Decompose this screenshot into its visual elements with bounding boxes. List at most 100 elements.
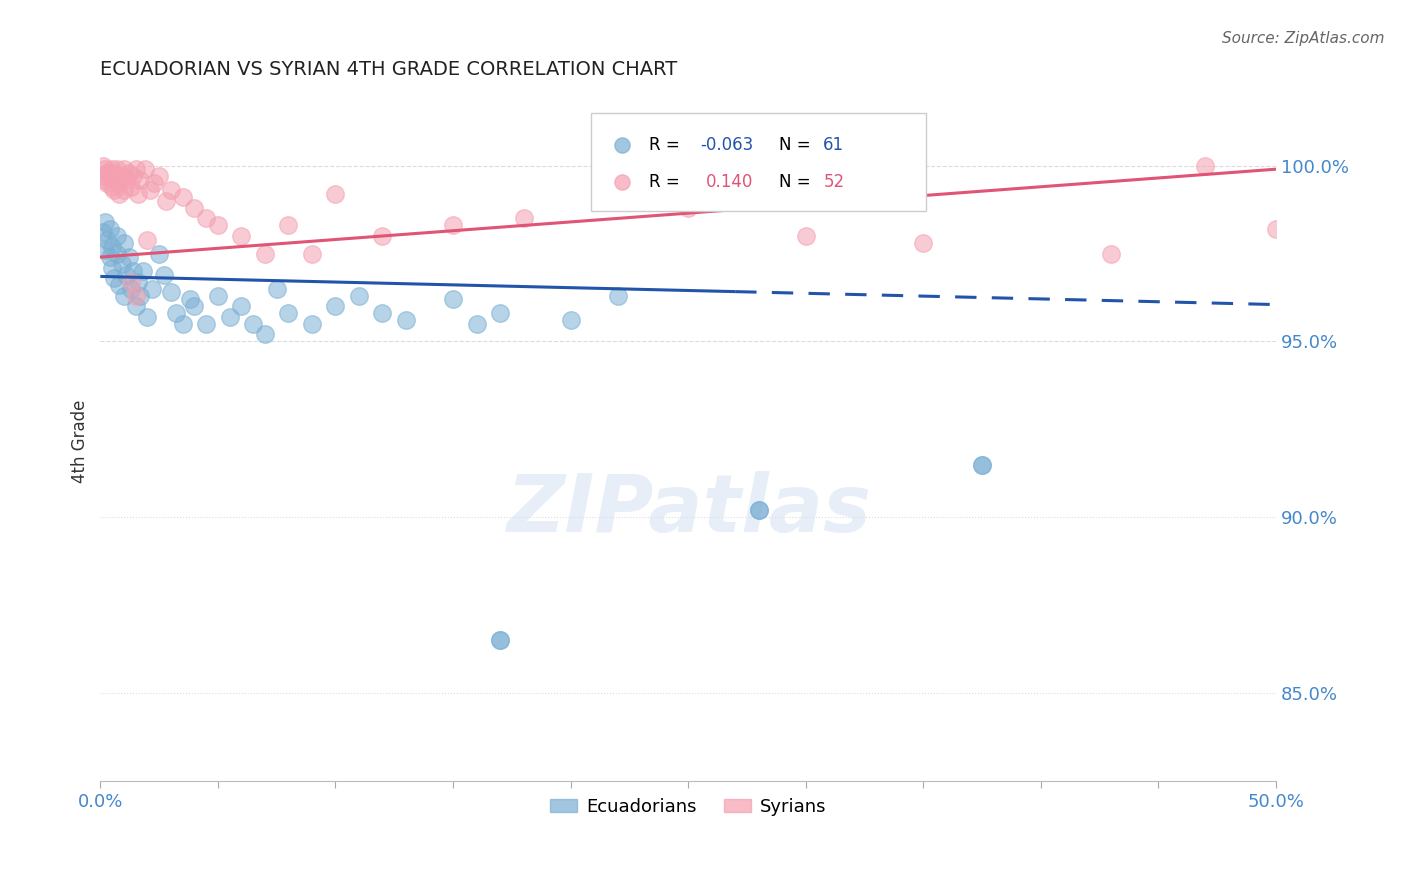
Point [207, 289, 229, 303]
Point [112, 289, 135, 303]
Point [277, 219, 299, 233]
Point [231, 229, 253, 244]
Point [120, 179, 142, 194]
Point [98, 169, 121, 184]
Point [242, 317, 264, 331]
Point [606, 289, 628, 303]
Point [195, 211, 218, 226]
Point [489, 306, 512, 320]
Point [108, 278, 131, 293]
Point [96, 166, 118, 180]
Point [325, 299, 347, 313]
Point [112, 235, 135, 250]
Point [371, 306, 394, 320]
Point [153, 268, 176, 282]
Point [218, 310, 240, 324]
Point [129, 289, 152, 303]
Point [301, 317, 323, 331]
FancyBboxPatch shape [591, 112, 925, 211]
Point [127, 186, 149, 201]
Point [124, 299, 146, 313]
Point [465, 317, 488, 331]
Point [96, 176, 118, 190]
Point [195, 317, 218, 331]
Point [115, 172, 138, 186]
Point [136, 310, 159, 324]
Point [970, 458, 993, 472]
Point [117, 250, 139, 264]
Point [395, 313, 418, 327]
Point [94, 162, 117, 177]
Text: ECUADORIAN VS SYRIAN 4TH GRADE CORRELATION CHART: ECUADORIAN VS SYRIAN 4TH GRADE CORRELATI… [100, 60, 678, 78]
Text: R =: R = [650, 173, 685, 191]
Point [441, 293, 464, 307]
Text: 52: 52 [824, 173, 845, 191]
Point [141, 282, 163, 296]
Point [115, 268, 138, 282]
Point [148, 169, 170, 184]
Point [98, 250, 121, 264]
Point [103, 183, 125, 197]
Point [912, 235, 935, 250]
Point [165, 306, 187, 320]
Point [266, 282, 288, 296]
Point [112, 162, 135, 177]
Point [120, 282, 142, 296]
Text: N =: N = [779, 136, 815, 154]
Y-axis label: 4th Grade: 4th Grade [72, 400, 89, 483]
Point [134, 162, 156, 177]
Point [748, 503, 770, 517]
Point [371, 229, 394, 244]
Point [101, 239, 124, 253]
Point [108, 176, 131, 190]
Text: Source: ZipAtlas.com: Source: ZipAtlas.com [1222, 31, 1385, 46]
Point [101, 162, 124, 177]
Point [160, 285, 183, 300]
Text: 61: 61 [824, 136, 845, 154]
Point [105, 172, 128, 186]
Point [1194, 159, 1216, 173]
Point [120, 275, 142, 289]
Text: -0.063: -0.063 [700, 136, 754, 154]
Point [179, 293, 201, 307]
Point [172, 190, 194, 204]
Point [94, 215, 117, 229]
Point [136, 233, 159, 247]
Point [748, 503, 770, 517]
Point [105, 246, 128, 260]
Point [103, 166, 125, 180]
Point [183, 299, 205, 313]
Point [131, 264, 153, 278]
Point [560, 313, 582, 327]
Point [138, 183, 160, 197]
Point [105, 162, 128, 177]
Point [101, 260, 124, 275]
Point [277, 306, 299, 320]
Point [253, 246, 276, 260]
Point [325, 186, 347, 201]
Point [124, 289, 146, 303]
Point [207, 219, 229, 233]
Point [122, 264, 145, 278]
Point [110, 257, 132, 271]
Point [91, 159, 114, 173]
Point [148, 246, 170, 260]
Point [127, 275, 149, 289]
Point [143, 176, 166, 190]
Point [117, 166, 139, 180]
Point [512, 211, 534, 226]
Point [1099, 246, 1122, 260]
Point [253, 327, 276, 342]
Point [108, 186, 131, 201]
Point [103, 271, 125, 285]
Text: R =: R = [650, 136, 685, 154]
Point [129, 172, 152, 186]
Point [122, 169, 145, 184]
Point [676, 201, 699, 215]
Point [794, 229, 817, 244]
Point [91, 169, 114, 184]
Point [94, 243, 117, 257]
Point [489, 633, 512, 648]
Point [441, 219, 464, 233]
Point [172, 317, 194, 331]
